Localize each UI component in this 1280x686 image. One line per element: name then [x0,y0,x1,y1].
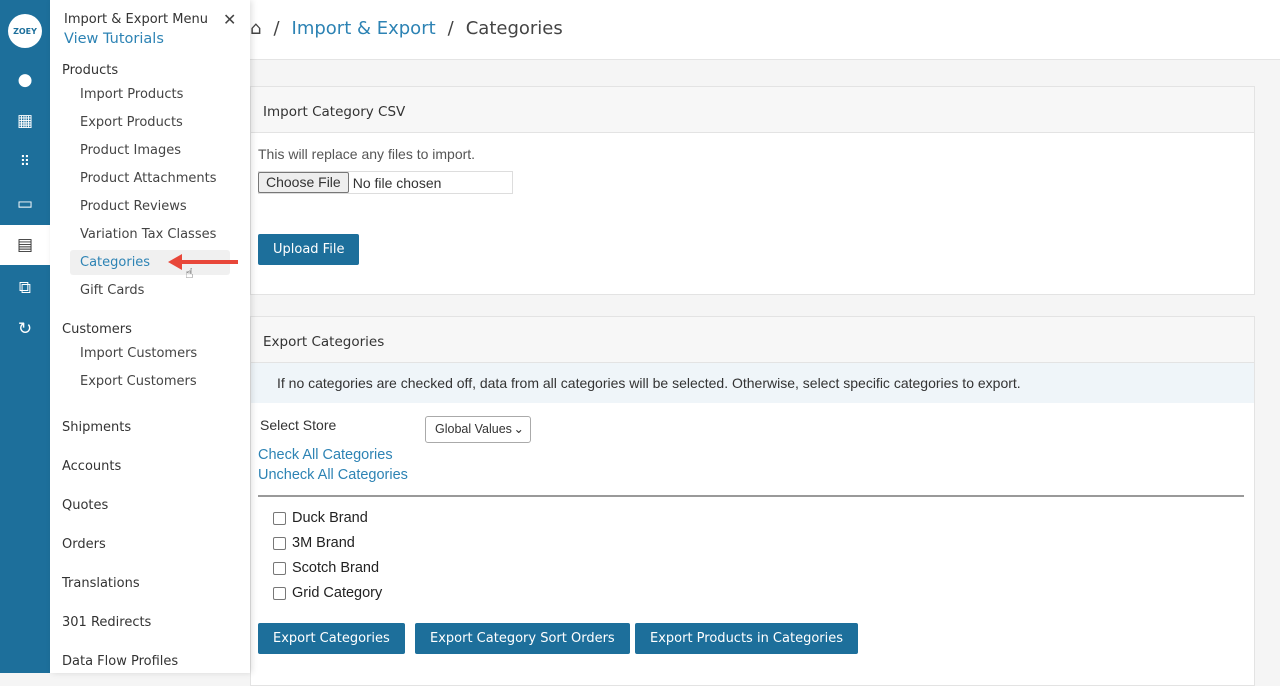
section-products[interactable]: Products [62,63,119,78]
category-label: Scotch Brand [292,560,380,576]
store-select-value: Global Values [435,422,512,436]
check-all-link[interactable]: Check All Categories [258,447,393,463]
divider [258,495,1244,497]
export-sort-orders-button[interactable]: Export Category Sort Orders [415,623,630,654]
export-panel-title: Export Categories [251,317,1254,363]
pointer-arrow-icon [168,254,238,270]
import-panel: Import Category CSV This will replace an… [250,86,1255,295]
menu-item-product-attachments[interactable]: Product Attachments [80,171,217,186]
category-label: 3M Brand [292,535,355,551]
menu-item-import-customers[interactable]: Import Customers [80,346,198,361]
spreadsheet-icon[interactable]: ▤ [0,225,50,265]
header: ⌂ / Import & Export / Categories [250,0,1280,60]
view-tutorials-link[interactable]: View Tutorials [64,31,164,47]
menu-item-variation-tax-classes[interactable]: Variation Tax Classes [80,227,217,242]
breadcrumb-import-export[interactable]: Import & Export [291,18,436,39]
export-info: If no categories are checked off, data f… [251,363,1254,403]
section-orders[interactable]: Orders [62,537,106,552]
breadcrumb-separator: / [273,18,280,39]
section-shipments[interactable]: Shipments [62,420,132,435]
export-panel: Export Categories If no categories are c… [250,316,1255,686]
icon-rail: ZOEY ● ▦ ⠿ ▭ ▤ ⧉ ↻ [0,0,50,673]
menu-item-export-customers[interactable]: Export Customers [80,374,197,389]
drawer-title: Import & Export Menu [64,12,208,27]
menu-item-export-products[interactable]: Export Products [80,115,183,130]
home-icon[interactable]: ⌂ [250,18,262,39]
file-input[interactable]: Choose File No file chosen [258,171,513,194]
puzzle-icon[interactable]: ⧉ [18,278,32,298]
refresh-icon[interactable]: ↻ [17,319,33,339]
breadcrumb-separator: / [447,18,454,39]
close-icon[interactable]: ✕ [223,10,237,29]
file-name: No file chosen [352,174,442,191]
export-products-in-categories-button[interactable]: Export Products in Categories [635,623,859,654]
import-export-drawer: Import & Export Menu View Tutorials ✕ Pr… [50,0,250,673]
menu-item-gift-cards[interactable]: Gift Cards [80,283,145,298]
menu-item-import-products[interactable]: Import Products [80,87,184,102]
section-translations[interactable]: Translations [62,576,140,591]
category-checkbox[interactable]: Duck Brand [273,510,368,526]
import-note: This will replace any files to import. [258,146,476,162]
upload-file-button[interactable]: Upload File [258,234,360,265]
zoey-logo[interactable]: ZOEY [8,14,42,48]
export-categories-button[interactable]: Export Categories [258,623,405,654]
category-checkbox[interactable]: Grid Category [273,585,382,601]
store-select[interactable]: Global Values ⌄ [425,416,531,443]
breadcrumb-current: Categories [465,18,563,39]
chevron-down-icon: ⌄ [513,422,524,436]
category-checkbox[interactable]: Scotch Brand [273,560,379,576]
category-label: Duck Brand [292,510,368,526]
select-store-label: Select Store [260,417,337,433]
folder-icon[interactable]: ▭ [16,194,34,214]
section-customers[interactable]: Customers [62,322,132,337]
section-301-redirects[interactable]: 301 Redirects [62,615,152,630]
section-accounts[interactable]: Accounts [62,459,122,474]
menu-item-product-images[interactable]: Product Images [80,143,181,158]
store-icon[interactable]: ▦ [16,111,34,131]
category-checkbox[interactable]: 3M Brand [273,535,355,551]
breadcrumb: ⌂ / Import & Export / Categories [250,18,563,39]
section-quotes[interactable]: Quotes [62,498,109,513]
apps-grid-icon[interactable]: ⠿ [19,154,31,170]
hand-cursor-icon: ☝ [185,266,194,282]
uncheck-all-link[interactable]: Uncheck All Categories [258,467,408,483]
category-label: Grid Category [292,585,383,601]
import-panel-title: Import Category CSV [251,87,1254,133]
section-data-flow-profiles[interactable]: Data Flow Profiles [62,654,179,669]
choose-file-button[interactable]: Choose File [258,172,349,193]
user-icon[interactable]: ● [17,70,33,90]
menu-item-product-reviews[interactable]: Product Reviews [80,199,187,214]
